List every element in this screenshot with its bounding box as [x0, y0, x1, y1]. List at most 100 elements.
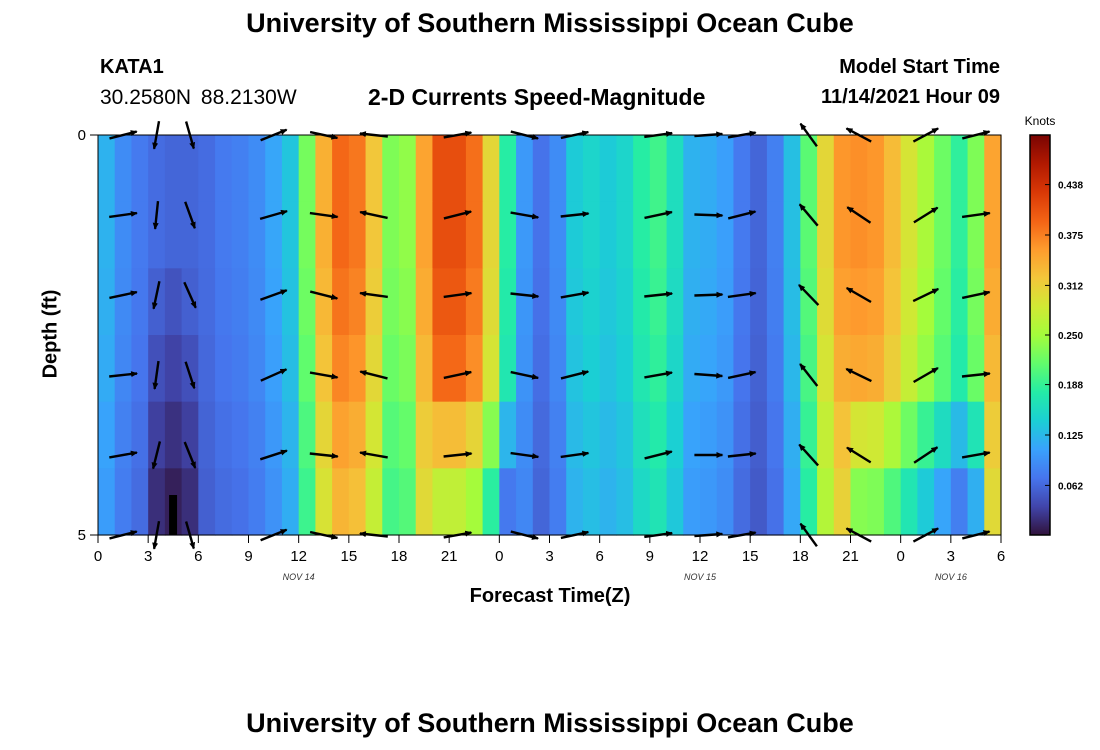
heat-cell	[198, 201, 216, 269]
current-arrow	[798, 443, 819, 467]
current-arrow	[644, 370, 673, 379]
heat-cell	[432, 401, 450, 469]
heat-cell	[231, 401, 250, 469]
heat-cell	[917, 135, 935, 203]
current-arrow	[259, 209, 288, 221]
heat-cell	[700, 335, 718, 403]
heat-cell	[716, 468, 735, 536]
heat-cell	[599, 401, 617, 469]
heat-cell	[833, 468, 852, 536]
colorbar: Knots 0.062 0.125 0.188 0.250 0.312 0.375 0.438	[1025, 114, 1083, 536]
current-arrow	[961, 371, 991, 378]
heat-cell	[181, 401, 199, 469]
heat-cell	[298, 268, 316, 336]
heat-cell	[365, 468, 383, 536]
heat-cell	[700, 201, 718, 269]
heat-cell	[315, 468, 333, 536]
current-arrow	[913, 446, 939, 464]
heat-cell	[967, 268, 985, 336]
heat-cell	[532, 268, 551, 336]
current-arrow	[694, 372, 724, 379]
heat-cell	[750, 268, 768, 336]
heat-cell	[281, 201, 300, 269]
heat-cell	[649, 135, 668, 203]
heat-cell	[332, 268, 350, 336]
heat-cell	[766, 335, 785, 403]
heat-cell	[783, 401, 801, 469]
heat-cell	[917, 268, 935, 336]
heat-cell	[215, 135, 233, 203]
heat-cell	[248, 401, 266, 469]
heat-cell	[549, 201, 567, 269]
heat-cell	[449, 201, 467, 269]
heat-cell	[582, 135, 601, 203]
heat-cell	[934, 201, 952, 269]
heat-cell	[867, 135, 885, 203]
current-arrow	[109, 371, 138, 378]
heat-cell	[800, 468, 818, 536]
heat-cell	[582, 201, 601, 269]
heat-cell	[265, 268, 283, 336]
current-arrow	[798, 203, 819, 227]
heat-cell	[700, 468, 718, 536]
colorbar-tick-label: 0.375	[1058, 231, 1083, 242]
heat-cell	[950, 135, 969, 203]
heat-cell	[800, 401, 818, 469]
heat-cell	[532, 135, 551, 203]
heat-cell	[867, 335, 885, 403]
heat-cell	[449, 401, 467, 469]
heat-cell	[649, 268, 668, 336]
heat-cell	[265, 135, 283, 203]
heat-cell	[281, 135, 300, 203]
heat-cell	[666, 268, 684, 336]
current-arrow	[184, 201, 196, 230]
heat-cell	[215, 201, 233, 269]
heat-cell	[98, 201, 116, 269]
heat-cell	[315, 135, 333, 203]
x-tick-label: 0	[94, 548, 102, 565]
heat-cell	[449, 468, 467, 536]
heatmap	[98, 135, 1002, 536]
heat-cell	[883, 135, 902, 203]
heat-cell	[482, 401, 500, 469]
heat-cell	[666, 135, 684, 203]
heat-cell	[482, 268, 500, 336]
heat-cell	[582, 335, 601, 403]
heat-cell	[950, 468, 969, 536]
heat-cell	[950, 268, 969, 336]
heat-cell	[382, 201, 400, 269]
heat-cell	[683, 135, 701, 203]
heat-cell	[582, 468, 601, 536]
station-id: KATA1	[100, 56, 164, 78]
heat-cell	[332, 201, 350, 269]
current-arrow	[151, 281, 161, 310]
heat-cell	[967, 201, 985, 269]
low-speed-marker	[169, 495, 178, 535]
heat-cell	[98, 335, 116, 403]
heat-cell	[633, 268, 651, 336]
heat-cell	[750, 401, 768, 469]
heat-cell	[231, 201, 250, 269]
heat-cell	[883, 201, 902, 269]
heat-cell	[766, 135, 785, 203]
current-arrow	[510, 211, 540, 220]
heat-cell	[666, 335, 684, 403]
heat-cell	[231, 135, 250, 203]
current-arrow	[644, 291, 674, 298]
heat-cell	[850, 268, 868, 336]
model-start-label: Model Start Time	[839, 56, 1000, 78]
heat-cell	[633, 401, 651, 469]
current-arrow	[845, 286, 872, 304]
x-tick-label: 6	[595, 548, 603, 565]
heat-cell	[716, 268, 735, 336]
heat-cell	[382, 468, 400, 536]
heat-cell	[499, 335, 517, 403]
heat-cell	[181, 335, 199, 403]
current-arrow	[644, 210, 673, 220]
heat-cell	[248, 468, 266, 536]
heat-cell	[382, 401, 400, 469]
heat-cell	[833, 201, 852, 269]
heat-cell	[850, 135, 868, 203]
heat-cell	[181, 468, 199, 536]
heat-cell	[766, 201, 785, 269]
